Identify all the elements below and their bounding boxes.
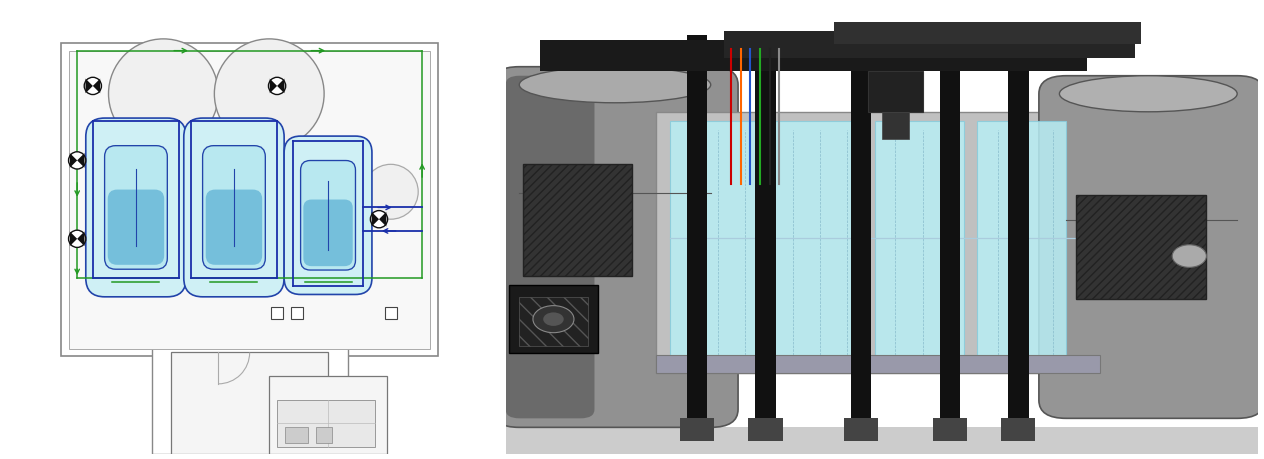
Bar <box>748 419 782 441</box>
Bar <box>316 427 332 442</box>
FancyBboxPatch shape <box>202 146 265 269</box>
FancyBboxPatch shape <box>303 200 353 267</box>
FancyBboxPatch shape <box>506 77 594 419</box>
FancyBboxPatch shape <box>86 119 186 297</box>
FancyBboxPatch shape <box>523 164 632 277</box>
Circle shape <box>268 78 286 95</box>
Circle shape <box>370 211 388 228</box>
Bar <box>939 36 961 432</box>
FancyBboxPatch shape <box>105 146 167 269</box>
Ellipse shape <box>1059 77 1237 112</box>
Bar <box>882 112 909 140</box>
FancyBboxPatch shape <box>520 297 588 347</box>
Bar <box>670 122 758 364</box>
Bar <box>272 308 283 319</box>
Polygon shape <box>379 213 387 227</box>
Bar <box>977 122 1067 364</box>
Bar <box>269 376 387 454</box>
Bar <box>755 36 776 432</box>
Circle shape <box>215 40 324 149</box>
Polygon shape <box>77 232 85 246</box>
Bar <box>171 353 329 454</box>
Bar <box>933 419 967 441</box>
Circle shape <box>85 78 101 95</box>
Bar <box>540 40 1087 72</box>
Polygon shape <box>70 154 77 168</box>
Bar <box>1009 36 1029 432</box>
FancyBboxPatch shape <box>206 190 262 265</box>
Circle shape <box>68 231 86 248</box>
Bar <box>284 427 308 442</box>
Bar <box>1001 419 1035 441</box>
FancyBboxPatch shape <box>1039 77 1264 419</box>
Polygon shape <box>277 79 284 94</box>
Polygon shape <box>70 232 77 246</box>
Polygon shape <box>86 79 92 94</box>
Bar <box>868 72 923 112</box>
Bar <box>506 427 1258 454</box>
Circle shape <box>109 40 219 149</box>
FancyBboxPatch shape <box>492 67 738 427</box>
Polygon shape <box>92 79 100 94</box>
Bar <box>851 36 871 432</box>
Bar <box>656 355 1101 374</box>
Bar <box>844 419 878 441</box>
Bar <box>656 112 1101 374</box>
Circle shape <box>363 165 418 220</box>
Polygon shape <box>372 213 379 227</box>
Bar <box>291 308 302 319</box>
Ellipse shape <box>520 67 710 104</box>
Circle shape <box>1172 245 1206 268</box>
FancyBboxPatch shape <box>284 137 372 295</box>
Bar <box>62 44 437 357</box>
FancyBboxPatch shape <box>1077 196 1206 299</box>
Bar <box>834 22 1141 45</box>
Circle shape <box>68 152 86 170</box>
Bar <box>70 51 430 349</box>
FancyBboxPatch shape <box>301 161 355 270</box>
Polygon shape <box>269 79 277 94</box>
Polygon shape <box>77 154 85 168</box>
Bar <box>152 345 348 454</box>
FancyBboxPatch shape <box>107 190 164 265</box>
Bar <box>686 36 708 432</box>
Bar <box>384 308 397 319</box>
FancyBboxPatch shape <box>183 119 284 297</box>
Circle shape <box>544 313 564 326</box>
Bar <box>680 419 714 441</box>
Circle shape <box>533 306 574 333</box>
Bar <box>772 122 861 364</box>
Bar <box>875 122 963 364</box>
Bar <box>724 32 1135 59</box>
FancyBboxPatch shape <box>509 285 598 353</box>
Bar <box>277 400 375 447</box>
